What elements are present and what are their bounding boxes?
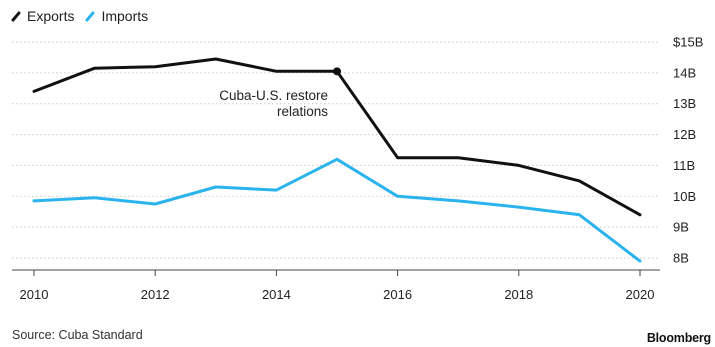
y-tick-label-4: 11B	[673, 158, 695, 173]
series-line-imports	[32, 157, 642, 263]
x-tick-label-2: 2014	[262, 287, 291, 302]
annotation-marker	[333, 67, 341, 76]
y-tick-label-5: 10B	[673, 189, 696, 204]
legend-item-imports: Imports	[84, 8, 148, 24]
x-tick-label-5: 2020	[626, 287, 655, 302]
legend-label-imports: Imports	[101, 8, 149, 24]
y-tick-label-1: 14B	[673, 65, 696, 80]
y-tick-label-7: 8B	[673, 251, 689, 266]
y-tick-label-3: 12B	[673, 127, 696, 142]
series-line-exports	[32, 57, 642, 217]
x-tick-label-4: 2018	[504, 287, 533, 302]
annotation-text-line-0: Cuba-U.S. restore	[219, 88, 328, 103]
source-note: Source: Cuba Standard	[12, 328, 143, 342]
x-tick-label-1: 2012	[141, 287, 170, 302]
brand-logo: Bloomberg	[646, 331, 711, 345]
y-tick-label-0: $15B	[673, 35, 703, 50]
x-tick-label-0: 2010	[20, 287, 49, 302]
y-tick-label-2: 13B	[673, 96, 696, 111]
legend-label-exports: Exports	[27, 8, 75, 24]
annotation-text-line-1: relations	[277, 104, 328, 119]
y-tick-label-6: 9B	[673, 220, 689, 235]
chart-legend: Exports Imports	[10, 8, 158, 24]
legend-item-exports: Exports	[10, 8, 74, 24]
x-tick-label-3: 2016	[383, 287, 412, 302]
